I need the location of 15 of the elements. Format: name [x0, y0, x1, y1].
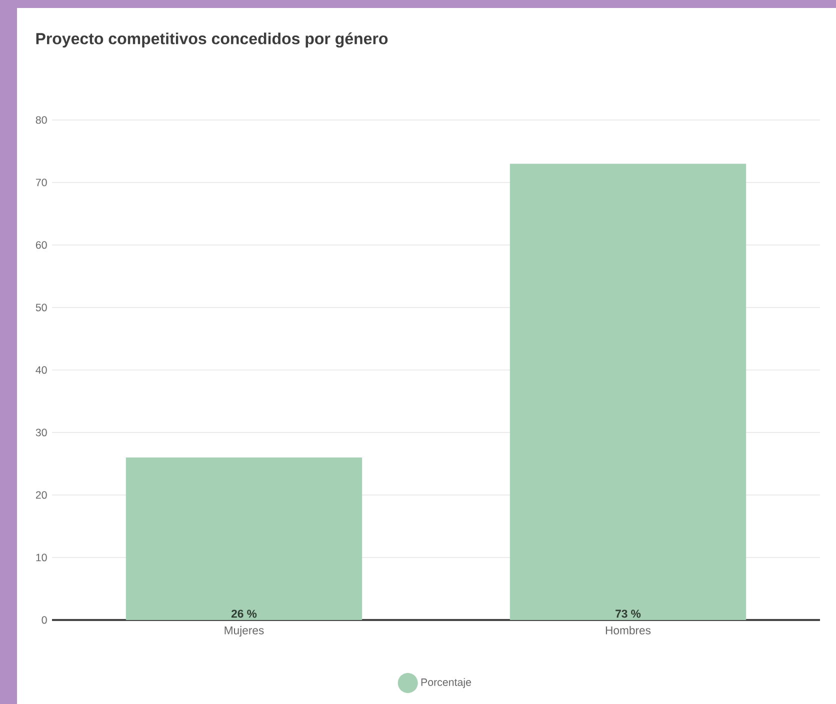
data-label: 26 % — [231, 610, 257, 618]
data-label: 73 % — [616, 610, 641, 618]
y-tick-label: 40 — [36, 366, 47, 374]
y-tick-label: 30 — [36, 428, 47, 436]
x-tick-label: Hombres — [606, 626, 651, 634]
y-tick-label: 10 — [36, 554, 47, 562]
y-tick-label: 20 — [36, 491, 47, 499]
y-tick-label: 70 — [36, 178, 47, 186]
y-tick-label: 0 — [42, 616, 47, 624]
chart-title: Proyecto competitivos concedidos por género — [36, 32, 388, 48]
legend-label: Porcentaje — [421, 678, 472, 688]
x-tick-label: Mujeres — [224, 626, 264, 637]
y-tick-label: 80 — [36, 116, 47, 124]
y-tick-label: 50 — [36, 304, 47, 312]
y-tick-label: 60 — [36, 241, 47, 249]
